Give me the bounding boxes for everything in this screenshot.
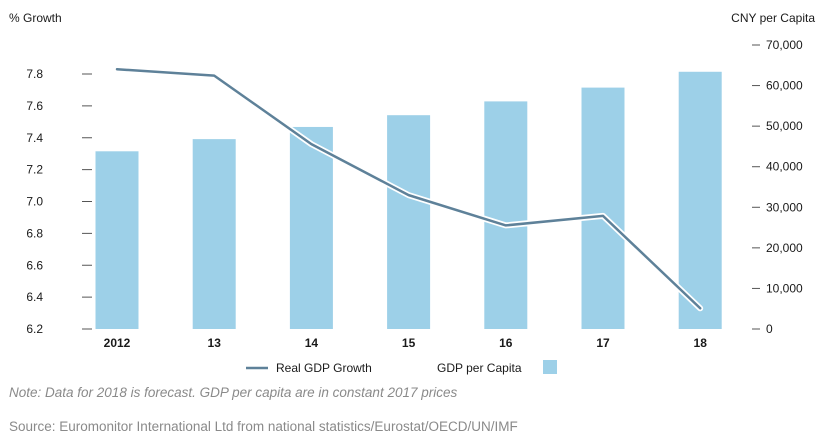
left-tick-label: 6.8 <box>26 226 43 240</box>
bar-2012 <box>95 151 139 329</box>
bar-14 <box>289 126 333 329</box>
x-tick-label: 17 <box>596 336 610 350</box>
left-tick-label: 7.8 <box>26 67 43 81</box>
right-tick-label: 60,000 <box>766 79 803 93</box>
left-axis-title: % Growth <box>9 11 62 25</box>
left-tick-label: 7.4 <box>26 131 43 145</box>
left-tick-label: 6.6 <box>26 258 43 272</box>
left-axis: 6.2 6.4 6.6 6.8 7.0 7.2 7.4 7.6 7.8 <box>26 67 92 336</box>
chart-note: Note: Data for 2018 is forecast. GDP per… <box>9 385 458 400</box>
bar-series <box>95 71 722 329</box>
left-tick-label: 7.6 <box>26 99 43 113</box>
chart-source: Source: Euromonitor International Ltd fr… <box>9 419 518 434</box>
x-tick-label: 15 <box>402 336 416 350</box>
left-tick-label: 7.2 <box>26 163 43 177</box>
x-tick-label: 14 <box>305 336 319 350</box>
legend: Real GDP Growth GDP per Capita <box>246 360 557 375</box>
right-tick-label: 10,000 <box>766 281 803 295</box>
left-tick-label: 6.2 <box>26 322 43 336</box>
right-axis-title: CNY per Capita <box>731 11 815 25</box>
legend-label-real-gdp-growth: Real GDP Growth <box>276 361 372 375</box>
x-tick-label: 13 <box>208 336 222 350</box>
right-tick-label: 0 <box>766 322 773 336</box>
x-tick-label: 2012 <box>104 336 131 350</box>
bar-13 <box>192 139 236 329</box>
right-tick-label: 40,000 <box>766 160 803 174</box>
bar-17 <box>581 87 625 329</box>
chart-area: 6.2 6.4 6.6 6.8 7.0 7.2 7.4 7.6 7.8 0 10,000 20,00… <box>26 38 803 375</box>
left-tick-label: 6.4 <box>26 290 43 304</box>
bar-15 <box>387 115 431 329</box>
legend-label-gdp-per-capita: GDP per Capita <box>437 361 522 375</box>
right-tick-label: 50,000 <box>766 119 803 133</box>
right-axis: 0 10,000 20,000 30,000 40,000 50,000 60,000 70,… <box>752 38 803 336</box>
right-tick-label: 30,000 <box>766 200 803 214</box>
x-axis: 2012 13 14 15 16 17 18 <box>104 336 708 350</box>
x-tick-label: 18 <box>694 336 708 350</box>
bar-18 <box>678 71 722 329</box>
right-tick-label: 20,000 <box>766 241 803 255</box>
legend-bar-swatch <box>543 360 557 374</box>
x-tick-label: 16 <box>499 336 513 350</box>
right-tick-label: 70,000 <box>766 38 803 52</box>
left-tick-label: 7.0 <box>26 195 43 209</box>
line-series <box>114 66 704 312</box>
bar-16 <box>484 101 528 329</box>
